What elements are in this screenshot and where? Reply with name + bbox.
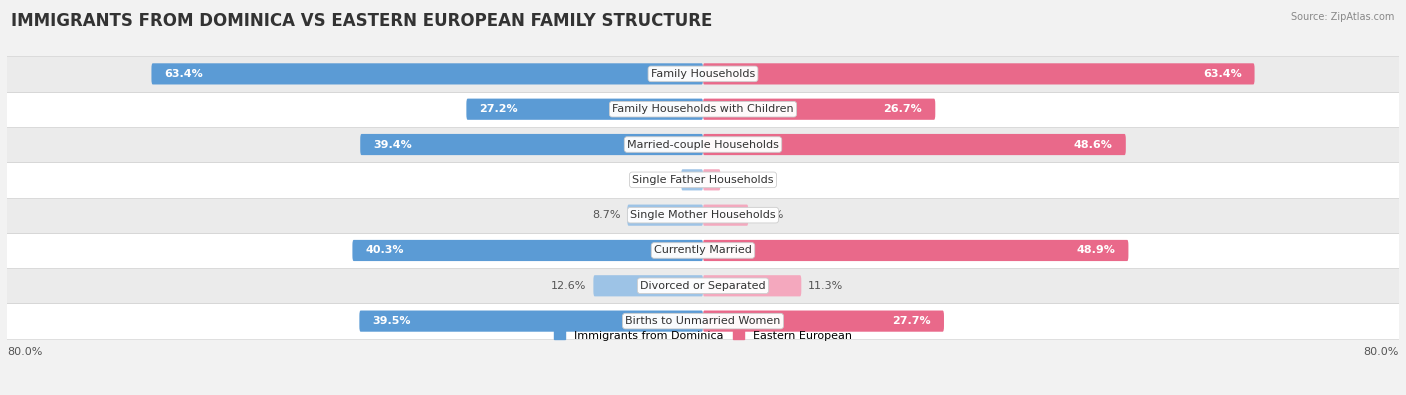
Legend: Immigrants from Dominica, Eastern European: Immigrants from Dominica, Eastern Europe… <box>550 326 856 345</box>
Text: 48.9%: 48.9% <box>1077 245 1115 256</box>
Text: Births to Unmarried Women: Births to Unmarried Women <box>626 316 780 326</box>
Text: Currently Married: Currently Married <box>654 245 752 256</box>
Text: 2.5%: 2.5% <box>645 175 675 185</box>
FancyBboxPatch shape <box>360 310 703 332</box>
Text: 39.5%: 39.5% <box>373 316 411 326</box>
Text: 26.7%: 26.7% <box>883 104 922 114</box>
Text: Married-couple Households: Married-couple Households <box>627 139 779 150</box>
Bar <box>0 127 1406 162</box>
Text: Family Households with Children: Family Households with Children <box>612 104 794 114</box>
FancyBboxPatch shape <box>467 99 703 120</box>
Text: 80.0%: 80.0% <box>1364 346 1399 357</box>
Bar <box>0 56 1406 92</box>
Bar <box>0 268 1406 303</box>
FancyBboxPatch shape <box>703 275 801 296</box>
Text: 11.3%: 11.3% <box>808 281 844 291</box>
Text: Single Father Households: Single Father Households <box>633 175 773 185</box>
FancyBboxPatch shape <box>682 169 703 190</box>
Text: Family Households: Family Households <box>651 69 755 79</box>
FancyBboxPatch shape <box>703 99 935 120</box>
Text: 40.3%: 40.3% <box>366 245 404 256</box>
FancyBboxPatch shape <box>627 205 703 226</box>
Text: 39.4%: 39.4% <box>373 139 412 150</box>
FancyBboxPatch shape <box>703 310 943 332</box>
Text: 63.4%: 63.4% <box>165 69 204 79</box>
FancyBboxPatch shape <box>593 275 703 296</box>
Text: 5.2%: 5.2% <box>755 210 783 220</box>
Text: 8.7%: 8.7% <box>592 210 620 220</box>
Text: Divorced or Separated: Divorced or Separated <box>640 281 766 291</box>
FancyBboxPatch shape <box>703 240 1129 261</box>
Text: 63.4%: 63.4% <box>1202 69 1241 79</box>
FancyBboxPatch shape <box>703 205 748 226</box>
Text: 27.7%: 27.7% <box>893 316 931 326</box>
FancyBboxPatch shape <box>353 240 703 261</box>
Text: 12.6%: 12.6% <box>551 281 586 291</box>
Text: 80.0%: 80.0% <box>7 346 42 357</box>
Bar <box>0 92 1406 127</box>
Text: Source: ZipAtlas.com: Source: ZipAtlas.com <box>1291 12 1395 22</box>
FancyBboxPatch shape <box>703 63 1254 85</box>
Text: IMMIGRANTS FROM DOMINICA VS EASTERN EUROPEAN FAMILY STRUCTURE: IMMIGRANTS FROM DOMINICA VS EASTERN EURO… <box>11 12 713 30</box>
FancyBboxPatch shape <box>703 169 720 190</box>
Bar <box>0 162 1406 198</box>
FancyBboxPatch shape <box>152 63 703 85</box>
FancyBboxPatch shape <box>703 134 1126 155</box>
Bar <box>0 303 1406 339</box>
Text: 27.2%: 27.2% <box>479 104 517 114</box>
Bar <box>0 198 1406 233</box>
Bar <box>0 233 1406 268</box>
Text: 2.0%: 2.0% <box>727 175 756 185</box>
Text: Single Mother Households: Single Mother Households <box>630 210 776 220</box>
FancyBboxPatch shape <box>360 134 703 155</box>
Text: 48.6%: 48.6% <box>1074 139 1112 150</box>
